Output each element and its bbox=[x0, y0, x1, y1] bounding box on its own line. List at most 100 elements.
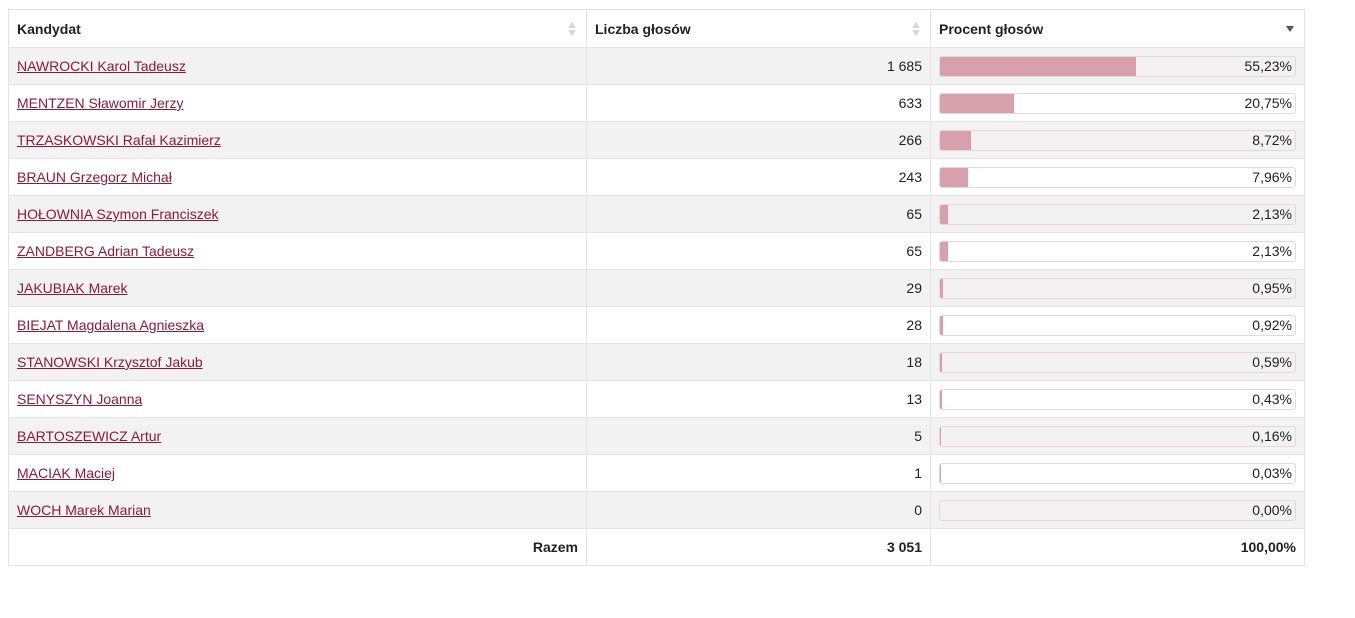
table-row: MENTZEN Sławomir Jerzy 633 20,75% bbox=[9, 85, 1305, 122]
percent-bar-fill bbox=[940, 131, 971, 150]
percent-bar-fill bbox=[940, 168, 968, 187]
percent-bar-fill bbox=[940, 316, 943, 335]
percent-value: 7,96% bbox=[1252, 168, 1292, 187]
table-row: ZANDBERG Adrian Tadeusz 65 2,13% bbox=[9, 233, 1305, 270]
votes-cell: 633 bbox=[587, 85, 931, 122]
candidate-link[interactable]: SENYSZYN Joanna bbox=[17, 391, 142, 407]
percent-cell: 8,72% bbox=[931, 122, 1305, 159]
header-candidate-label: Kandydat bbox=[17, 21, 81, 37]
percent-bar: 0,16% bbox=[939, 426, 1296, 447]
percent-bar: 2,13% bbox=[939, 204, 1296, 225]
sort-icon[interactable] bbox=[911, 20, 920, 38]
candidate-cell: JAKUBIAK Marek bbox=[9, 270, 587, 307]
percent-cell: 20,75% bbox=[931, 85, 1305, 122]
candidate-cell: HOŁOWNIA Szymon Franciszek bbox=[9, 196, 587, 233]
percent-bar: 0,92% bbox=[939, 315, 1296, 336]
percent-bar: 20,75% bbox=[939, 93, 1296, 114]
candidate-cell: TRZASKOWSKI Rafał Kazimierz bbox=[9, 122, 587, 159]
results-table: Kandydat Liczba głosów Procent głosów bbox=[8, 9, 1305, 566]
header-candidate[interactable]: Kandydat bbox=[9, 10, 587, 48]
percent-cell: 7,96% bbox=[931, 159, 1305, 196]
votes-cell: 28 bbox=[587, 307, 931, 344]
header-row: Kandydat Liczba głosów Procent głosów bbox=[9, 10, 1305, 48]
percent-cell: 2,13% bbox=[931, 233, 1305, 270]
percent-value: 2,13% bbox=[1252, 205, 1292, 224]
candidate-cell: BARTOSZEWICZ Artur bbox=[9, 418, 587, 455]
candidate-cell: MACIAK Maciej bbox=[9, 455, 587, 492]
candidate-link[interactable]: BRAUN Grzegorz Michał bbox=[17, 169, 172, 185]
sort-desc-active-icon bbox=[1286, 26, 1294, 32]
sort-desc-icon bbox=[912, 30, 920, 36]
total-row: Razem 3 051 100,00% bbox=[9, 529, 1305, 566]
percent-value: 0,03% bbox=[1252, 464, 1292, 483]
candidate-link[interactable]: ZANDBERG Adrian Tadeusz bbox=[17, 243, 194, 259]
sort-desc-icon bbox=[568, 30, 576, 36]
votes-cell: 5 bbox=[587, 418, 931, 455]
percent-bar: 55,23% bbox=[939, 56, 1296, 77]
percent-value: 0,59% bbox=[1252, 353, 1292, 372]
table-row: BIEJAT Magdalena Agnieszka 28 0,92% bbox=[9, 307, 1305, 344]
percent-cell: 55,23% bbox=[931, 48, 1305, 85]
candidate-link[interactable]: MENTZEN Sławomir Jerzy bbox=[17, 95, 183, 111]
percent-bar-fill bbox=[940, 242, 948, 261]
votes-cell: 0 bbox=[587, 492, 931, 529]
candidate-cell: NAWROCKI Karol Tadeusz bbox=[9, 48, 587, 85]
votes-cell: 65 bbox=[587, 233, 931, 270]
percent-bar-fill bbox=[940, 279, 943, 298]
percent-bar-fill bbox=[940, 57, 1136, 76]
votes-cell: 18 bbox=[587, 344, 931, 381]
candidate-link[interactable]: HOŁOWNIA Szymon Franciszek bbox=[17, 206, 219, 222]
candidate-cell: BIEJAT Magdalena Agnieszka bbox=[9, 307, 587, 344]
candidate-link[interactable]: TRZASKOWSKI Rafał Kazimierz bbox=[17, 132, 221, 148]
percent-bar: 0,59% bbox=[939, 352, 1296, 373]
candidate-cell: WOCH Marek Marian bbox=[9, 492, 587, 529]
candidate-link[interactable]: NAWROCKI Karol Tadeusz bbox=[17, 58, 186, 74]
percent-bar-fill bbox=[940, 205, 948, 224]
percent-bar: 2,13% bbox=[939, 241, 1296, 262]
percent-value: 0,92% bbox=[1252, 316, 1292, 335]
sort-icon[interactable] bbox=[1285, 20, 1294, 38]
sort-icon[interactable] bbox=[567, 20, 576, 38]
header-percent[interactable]: Procent głosów bbox=[931, 10, 1305, 48]
votes-cell: 13 bbox=[587, 381, 931, 418]
percent-bar-fill bbox=[940, 353, 942, 372]
candidate-link[interactable]: BIEJAT Magdalena Agnieszka bbox=[17, 317, 204, 333]
candidate-link[interactable]: STANOWSKI Krzysztof Jakub bbox=[17, 354, 203, 370]
candidate-link[interactable]: BARTOSZEWICZ Artur bbox=[17, 428, 161, 444]
candidate-link[interactable]: MACIAK Maciej bbox=[17, 465, 115, 481]
sort-asc-icon bbox=[912, 22, 920, 28]
percent-value: 0,95% bbox=[1252, 279, 1292, 298]
table-row: STANOWSKI Krzysztof Jakub 18 0,59% bbox=[9, 344, 1305, 381]
table-row: JAKUBIAK Marek 29 0,95% bbox=[9, 270, 1305, 307]
votes-cell: 29 bbox=[587, 270, 931, 307]
results-body: NAWROCKI Karol Tadeusz 1 685 55,23% MENTZEN… bbox=[9, 48, 1305, 529]
candidate-cell: ZANDBERG Adrian Tadeusz bbox=[9, 233, 587, 270]
candidate-link[interactable]: WOCH Marek Marian bbox=[17, 502, 151, 518]
percent-value: 0,00% bbox=[1252, 501, 1292, 520]
candidate-cell: SENYSZYN Joanna bbox=[9, 381, 587, 418]
candidate-cell: BRAUN Grzegorz Michał bbox=[9, 159, 587, 196]
percent-bar-fill bbox=[940, 427, 941, 446]
percent-value: 0,43% bbox=[1252, 390, 1292, 409]
percent-value: 2,13% bbox=[1252, 242, 1292, 261]
votes-cell: 243 bbox=[587, 159, 931, 196]
header-percent-label: Procent głosów bbox=[939, 21, 1043, 37]
percent-cell: 0,03% bbox=[931, 455, 1305, 492]
table-row: BRAUN Grzegorz Michał 243 7,96% bbox=[9, 159, 1305, 196]
percent-value: 20,75% bbox=[1245, 94, 1292, 113]
percent-bar: 0,95% bbox=[939, 278, 1296, 299]
percent-cell: 0,00% bbox=[931, 492, 1305, 529]
percent-cell: 0,95% bbox=[931, 270, 1305, 307]
total-percent: 100,00% bbox=[931, 529, 1305, 566]
percent-bar: 0,03% bbox=[939, 463, 1296, 484]
percent-bar: 8,72% bbox=[939, 130, 1296, 151]
percent-bar: 7,96% bbox=[939, 167, 1296, 188]
percent-value: 0,16% bbox=[1252, 427, 1292, 446]
percent-bar-fill bbox=[940, 94, 1014, 113]
percent-cell: 2,13% bbox=[931, 196, 1305, 233]
header-votes[interactable]: Liczba głosów bbox=[587, 10, 931, 48]
candidate-link[interactable]: JAKUBIAK Marek bbox=[17, 280, 127, 296]
header-votes-label: Liczba głosów bbox=[595, 21, 691, 37]
votes-cell: 65 bbox=[587, 196, 931, 233]
votes-cell: 1 bbox=[587, 455, 931, 492]
